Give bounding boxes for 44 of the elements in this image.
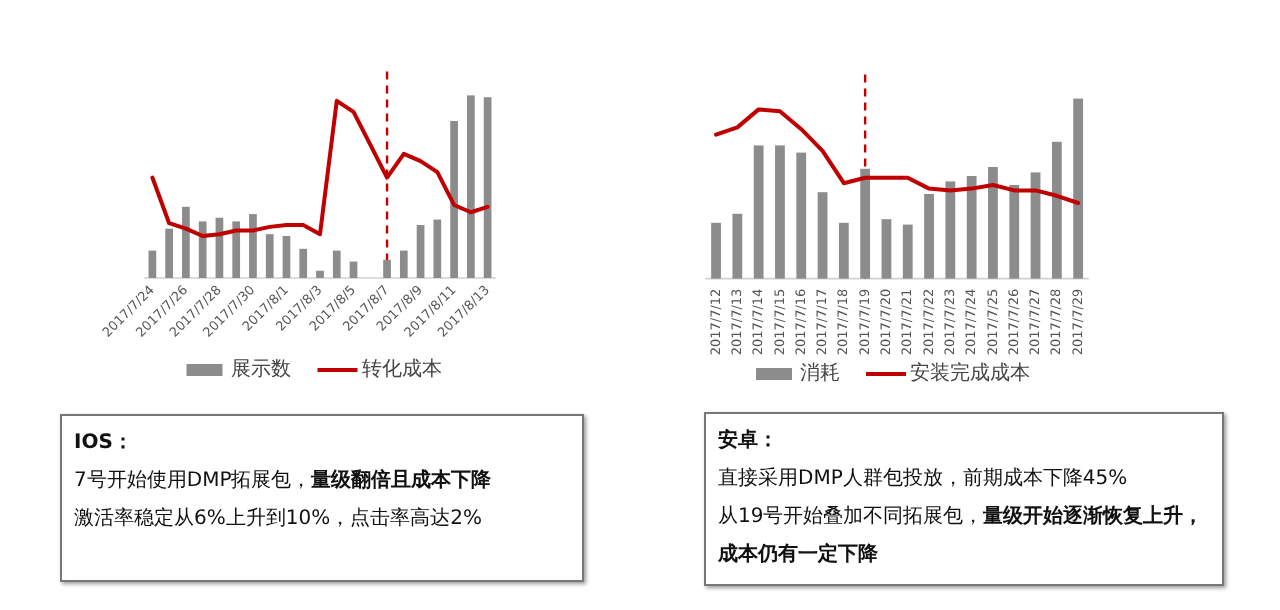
bar	[1073, 98, 1084, 279]
bar	[945, 181, 956, 279]
bar	[775, 145, 785, 279]
bar	[711, 222, 721, 279]
bar	[1051, 141, 1062, 279]
bar	[198, 221, 207, 278]
bar	[838, 222, 849, 279]
bar	[165, 228, 173, 278]
bar	[817, 192, 828, 279]
bar	[450, 120, 458, 278]
bar	[860, 168, 871, 279]
bar	[988, 167, 998, 279]
bar	[753, 145, 764, 279]
bar	[399, 250, 408, 278]
bar	[332, 250, 341, 278]
bar	[924, 194, 934, 279]
bar	[416, 225, 425, 278]
bar	[265, 234, 274, 278]
bar	[316, 270, 324, 278]
bar	[881, 219, 892, 279]
legend-label: 安装完成成本	[910, 361, 1030, 386]
bar	[966, 176, 977, 279]
bar	[1009, 185, 1020, 279]
text: 激活率稳定从6%上升到10%，点击率高达2%	[74, 505, 484, 534]
bar	[383, 259, 391, 278]
text: 从19号开始叠加不同拓展包，量级开始逐渐恢复上升，成本仍有一定下降	[718, 506, 1204, 566]
bar	[433, 219, 442, 278]
bar	[299, 248, 308, 278]
bar	[902, 224, 913, 279]
bar	[796, 152, 807, 279]
bar	[732, 213, 743, 279]
bar	[467, 95, 475, 278]
text: 安卓：	[718, 426, 780, 456]
text: IOS：	[74, 430, 135, 458]
text: 7号开始使用DMP拓展包，量级翻倍且成本下降	[74, 467, 494, 496]
bar	[232, 221, 241, 278]
legend-label: 展示数	[230, 359, 291, 382]
bar	[148, 250, 157, 278]
text: 直接采用DMP人群包投放，前期成本下降45%	[718, 465, 1130, 494]
legend-label: 消耗	[800, 361, 840, 386]
bar	[282, 236, 291, 278]
bar	[249, 214, 257, 278]
bar	[182, 206, 190, 278]
legend-label: 转化成本	[361, 357, 442, 382]
